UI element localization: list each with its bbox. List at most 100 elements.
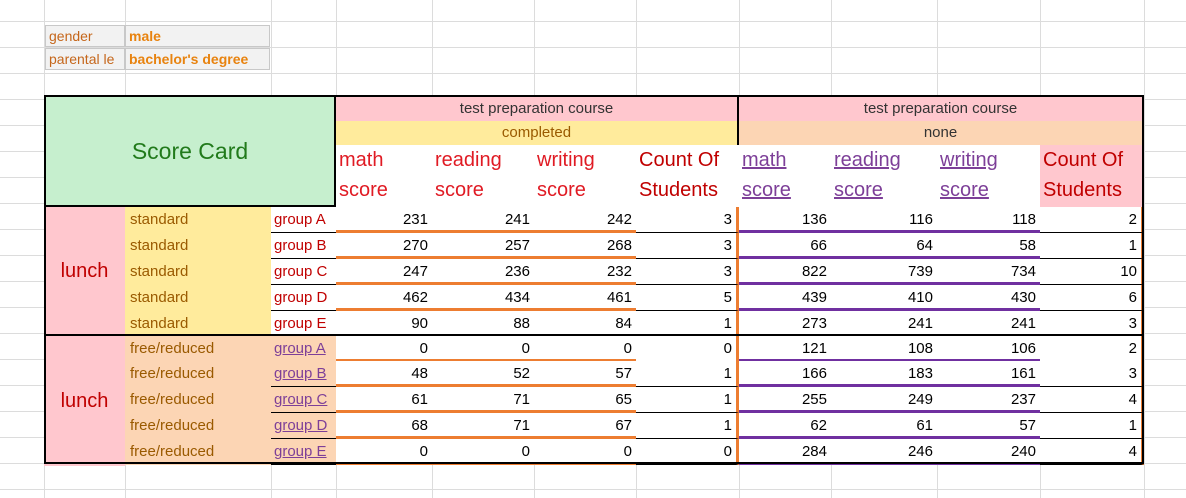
value-count-none[interactable]: 1 bbox=[1040, 413, 1144, 439]
value-reading-none[interactable]: 116 bbox=[831, 207, 937, 233]
group-cell[interactable]: group A bbox=[271, 336, 336, 362]
group-cell[interactable]: group D bbox=[271, 413, 336, 439]
value-writing-completed[interactable]: 65 bbox=[534, 387, 636, 413]
value-writing-none[interactable]: 106 bbox=[937, 336, 1040, 362]
value-reading-none[interactable]: 410 bbox=[831, 285, 937, 311]
value-count-completed[interactable]: 0 bbox=[636, 439, 739, 465]
value-writing-none[interactable]: 237 bbox=[937, 387, 1040, 413]
value-count-completed[interactable]: 1 bbox=[636, 413, 739, 439]
value-reading-none[interactable]: 241 bbox=[831, 311, 937, 337]
value-count-none[interactable]: 2 bbox=[1040, 336, 1144, 362]
filter-gender-value[interactable]: male bbox=[125, 25, 270, 47]
lunch-label[interactable]: lunch bbox=[44, 207, 125, 336]
lunch-type-cell[interactable]: free/reduced bbox=[125, 336, 271, 362]
group-cell[interactable]: group A bbox=[271, 207, 336, 233]
value-reading-completed[interactable]: 241 bbox=[432, 207, 534, 233]
group-cell[interactable]: group C bbox=[271, 259, 336, 285]
header-writing-completed[interactable]: writing score bbox=[534, 145, 636, 207]
value-reading-completed[interactable]: 434 bbox=[432, 285, 534, 311]
value-reading-completed[interactable]: 236 bbox=[432, 259, 534, 285]
value-count-completed[interactable]: 3 bbox=[636, 207, 739, 233]
value-count-none[interactable]: 1 bbox=[1040, 233, 1144, 259]
value-reading-completed[interactable]: 71 bbox=[432, 387, 534, 413]
value-math-completed[interactable]: 68 bbox=[336, 413, 432, 439]
value-math-completed[interactable]: 270 bbox=[336, 233, 432, 259]
value-count-completed[interactable]: 1 bbox=[636, 387, 739, 413]
value-writing-completed[interactable]: 0 bbox=[534, 439, 636, 465]
value-math-none[interactable]: 66 bbox=[739, 233, 831, 259]
value-writing-none[interactable]: 57 bbox=[937, 413, 1040, 439]
group-cell[interactable]: group B bbox=[271, 233, 336, 259]
value-writing-completed[interactable]: 232 bbox=[534, 259, 636, 285]
value-reading-none[interactable]: 246 bbox=[831, 439, 937, 465]
value-math-completed[interactable]: 0 bbox=[336, 439, 432, 465]
header-reading-completed[interactable]: reading score bbox=[432, 145, 534, 207]
value-math-completed[interactable]: 462 bbox=[336, 285, 432, 311]
group-cell[interactable]: group B bbox=[271, 361, 336, 387]
value-count-none[interactable]: 10 bbox=[1040, 259, 1144, 285]
value-count-none[interactable]: 4 bbox=[1040, 439, 1144, 465]
filter-parental-value[interactable]: bachelor's degree bbox=[125, 48, 270, 70]
value-count-none[interactable]: 6 bbox=[1040, 285, 1144, 311]
group-cell[interactable]: group D bbox=[271, 285, 336, 311]
value-reading-none[interactable]: 183 bbox=[831, 361, 937, 387]
value-writing-completed[interactable]: 57 bbox=[534, 361, 636, 387]
value-writing-completed[interactable]: 461 bbox=[534, 285, 636, 311]
header-math-none[interactable]: math score bbox=[739, 145, 831, 207]
value-writing-completed[interactable]: 67 bbox=[534, 413, 636, 439]
lunch-type-cell[interactable]: free/reduced bbox=[125, 361, 271, 387]
group-cell[interactable]: group E bbox=[271, 439, 336, 465]
value-reading-none[interactable]: 64 bbox=[831, 233, 937, 259]
value-writing-completed[interactable]: 268 bbox=[534, 233, 636, 259]
value-writing-none[interactable]: 240 bbox=[937, 439, 1040, 465]
value-math-none[interactable]: 284 bbox=[739, 439, 831, 465]
value-reading-completed[interactable]: 0 bbox=[432, 439, 534, 465]
value-reading-none[interactable]: 249 bbox=[831, 387, 937, 413]
value-writing-none[interactable]: 430 bbox=[937, 285, 1040, 311]
lunch-type-cell[interactable]: standard bbox=[125, 259, 271, 285]
col-group-completed-sub[interactable]: completed bbox=[336, 121, 739, 145]
value-math-completed[interactable]: 0 bbox=[336, 336, 432, 362]
filter-gender-label[interactable]: gender bbox=[45, 25, 125, 47]
value-writing-completed[interactable]: 0 bbox=[534, 336, 636, 362]
value-reading-completed[interactable]: 71 bbox=[432, 413, 534, 439]
lunch-type-cell[interactable]: free/reduced bbox=[125, 439, 271, 465]
value-math-none[interactable]: 439 bbox=[739, 285, 831, 311]
value-math-none[interactable]: 166 bbox=[739, 361, 831, 387]
value-math-completed[interactable]: 48 bbox=[336, 361, 432, 387]
value-writing-none[interactable]: 734 bbox=[937, 259, 1040, 285]
value-math-completed[interactable]: 61 bbox=[336, 387, 432, 413]
value-math-none[interactable]: 255 bbox=[739, 387, 831, 413]
value-math-none[interactable]: 121 bbox=[739, 336, 831, 362]
group-cell[interactable]: group C bbox=[271, 387, 336, 413]
value-math-none[interactable]: 62 bbox=[739, 413, 831, 439]
lunch-type-cell[interactable]: free/reduced bbox=[125, 413, 271, 439]
col-group-none-sub[interactable]: none bbox=[739, 121, 1144, 145]
value-count-completed[interactable]: 1 bbox=[636, 361, 739, 387]
lunch-label[interactable]: lunch bbox=[44, 336, 125, 466]
value-math-completed[interactable]: 231 bbox=[336, 207, 432, 233]
value-reading-none[interactable]: 61 bbox=[831, 413, 937, 439]
value-math-none[interactable]: 822 bbox=[739, 259, 831, 285]
header-count-completed[interactable]: Count Of Students bbox=[636, 145, 739, 207]
col-group-none-title[interactable]: test preparation course bbox=[739, 95, 1144, 121]
value-reading-completed[interactable]: 0 bbox=[432, 336, 534, 362]
lunch-type-cell[interactable]: standard bbox=[125, 207, 271, 233]
value-reading-none[interactable]: 739 bbox=[831, 259, 937, 285]
header-writing-none[interactable]: writing score bbox=[937, 145, 1040, 207]
value-count-completed[interactable]: 1 bbox=[636, 311, 739, 337]
value-writing-none[interactable]: 58 bbox=[937, 233, 1040, 259]
header-reading-none[interactable]: reading score bbox=[831, 145, 937, 207]
score-card-title[interactable]: Score Card bbox=[44, 95, 336, 207]
header-count-none[interactable]: Count Of Students bbox=[1040, 145, 1144, 207]
value-count-completed[interactable]: 3 bbox=[636, 259, 739, 285]
value-reading-none[interactable]: 108 bbox=[831, 336, 937, 362]
value-count-none[interactable]: 2 bbox=[1040, 207, 1144, 233]
value-count-completed[interactable]: 0 bbox=[636, 336, 739, 362]
value-writing-completed[interactable]: 242 bbox=[534, 207, 636, 233]
value-writing-none[interactable]: 161 bbox=[937, 361, 1040, 387]
value-count-completed[interactable]: 3 bbox=[636, 233, 739, 259]
lunch-type-cell[interactable]: standard bbox=[125, 311, 271, 337]
value-count-completed[interactable]: 5 bbox=[636, 285, 739, 311]
value-math-none[interactable]: 136 bbox=[739, 207, 831, 233]
